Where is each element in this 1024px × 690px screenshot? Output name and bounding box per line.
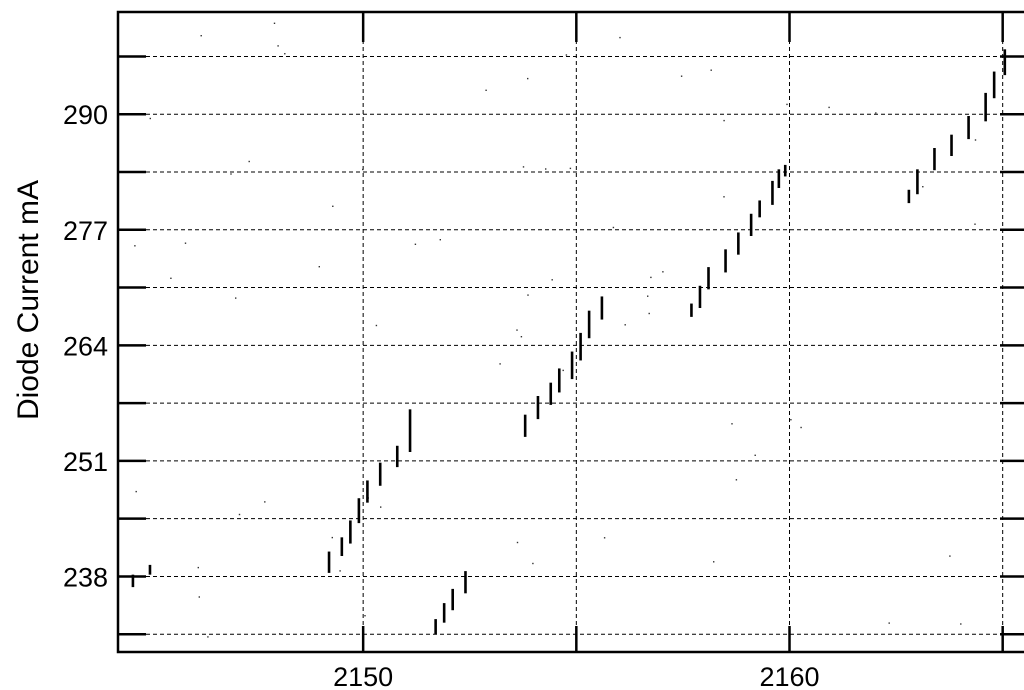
- y-tick-label-0: 238: [63, 562, 108, 592]
- speck-10: [284, 53, 286, 55]
- speck-60: [565, 54, 568, 56]
- y-tick-label-1: 251: [63, 447, 108, 477]
- speck-59: [875, 112, 877, 114]
- speck-50: [238, 513, 241, 516]
- speck-6: [710, 69, 712, 71]
- speck-16: [279, 633, 281, 635]
- speck-0: [562, 369, 564, 372]
- speck-29: [731, 423, 733, 425]
- speck-57: [200, 35, 202, 37]
- speck-44: [364, 615, 366, 617]
- speck-51: [922, 186, 924, 188]
- axis-ticks: [118, 12, 1024, 652]
- speck-1: [230, 173, 232, 175]
- speck-2: [520, 336, 523, 338]
- speck-30: [974, 223, 976, 225]
- speck-56: [277, 45, 279, 47]
- speck-24: [662, 271, 664, 273]
- speck-20: [439, 239, 441, 241]
- data-marks: [131, 49, 1007, 635]
- speck-61: [375, 324, 378, 327]
- speck-68: [551, 279, 553, 281]
- speck-18: [612, 226, 615, 229]
- gridlines: [118, 12, 1024, 652]
- speck-27: [527, 77, 529, 80]
- speck-8: [723, 119, 725, 122]
- speck-43: [735, 479, 738, 481]
- speck-26: [248, 160, 250, 163]
- speck-62: [184, 242, 187, 244]
- y-axis-title: Diode Current mA: [12, 180, 45, 420]
- speck-47: [207, 636, 209, 638]
- speck-67: [485, 89, 487, 91]
- speck-9: [624, 324, 626, 326]
- speck-7: [569, 167, 572, 170]
- speck-63: [332, 205, 334, 207]
- speck-23: [545, 168, 547, 170]
- speck-15: [723, 196, 725, 198]
- x-tick-label-1: 2160: [759, 662, 819, 690]
- speck-31: [516, 329, 518, 331]
- speck-55: [331, 536, 333, 539]
- speck-33: [527, 294, 529, 296]
- y-tick-label-2: 264: [63, 331, 108, 361]
- y-tick-label-4: 290: [63, 100, 108, 130]
- noise-specks: [134, 22, 977, 638]
- speck-12: [235, 297, 237, 299]
- speck-19: [264, 501, 266, 503]
- speck-21: [198, 596, 200, 598]
- speck-32: [516, 541, 519, 544]
- speck-13: [974, 139, 977, 141]
- speck-3: [197, 566, 199, 569]
- speck-69: [135, 490, 137, 493]
- speck-40: [619, 36, 621, 39]
- speck-66: [680, 75, 683, 77]
- speck-17: [522, 166, 525, 168]
- speck-34: [362, 168, 364, 171]
- y-tick-labels: 238 251 264 277 290: [63, 100, 108, 592]
- speck-5: [380, 506, 382, 508]
- speck-39: [790, 419, 792, 421]
- speck-58: [603, 537, 606, 539]
- plot-frame: [116, 10, 1024, 654]
- speck-49: [648, 312, 650, 315]
- speck-37: [888, 622, 890, 624]
- speck-46: [647, 295, 649, 297]
- x-tick-label-0: 2150: [333, 662, 393, 690]
- speck-54: [713, 561, 715, 563]
- y-tick-label-3: 277: [63, 216, 108, 246]
- speck-25: [800, 426, 802, 429]
- speck-14: [499, 363, 501, 365]
- speck-45: [134, 245, 136, 247]
- speck-4: [650, 276, 652, 279]
- speck-42: [318, 266, 320, 268]
- speck-22: [339, 570, 341, 572]
- speck-64: [828, 106, 830, 109]
- speck-28: [170, 277, 172, 279]
- speck-48: [532, 562, 534, 565]
- speck-11: [960, 623, 962, 625]
- speck-41: [414, 243, 417, 245]
- x-tick-labels: 2150 2160: [333, 662, 819, 690]
- speck-52: [149, 117, 151, 120]
- speck-35: [786, 103, 788, 106]
- speck-53: [754, 454, 756, 456]
- speck-38: [949, 555, 951, 557]
- speck-65: [273, 22, 276, 24]
